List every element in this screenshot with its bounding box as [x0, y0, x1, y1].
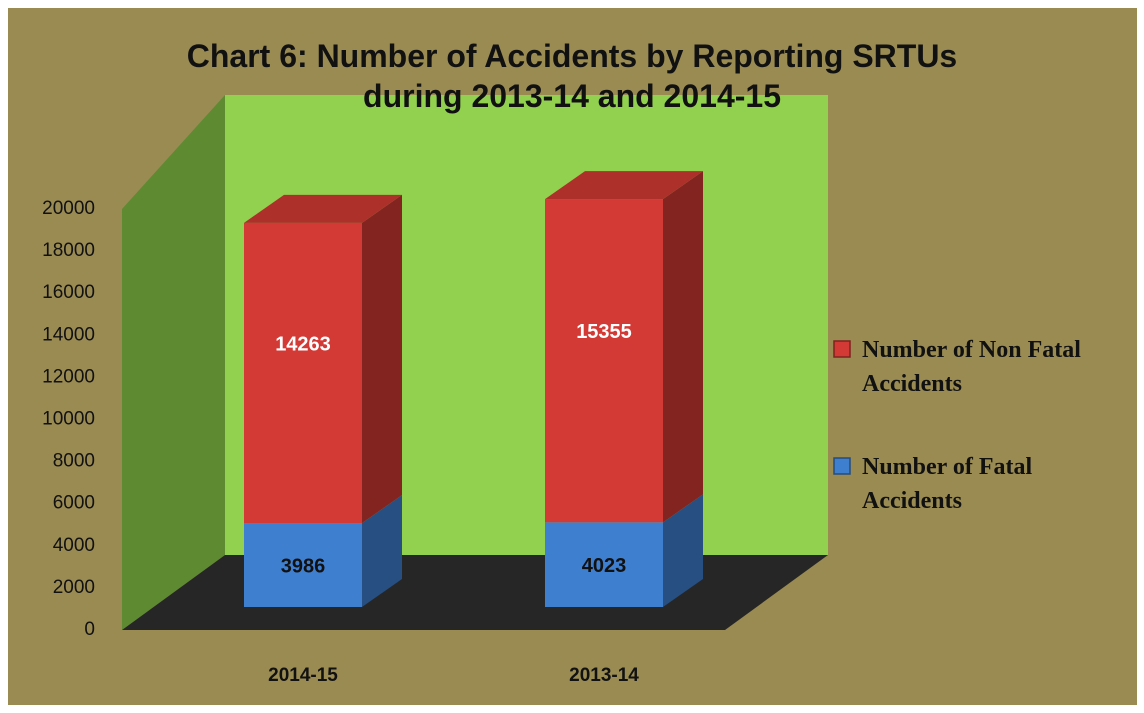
chart-title: Chart 6: Number of Accidents by Reportin… [186, 38, 958, 114]
data-label: 4023 [582, 555, 627, 577]
bar-side [663, 494, 703, 607]
bar-side [362, 194, 402, 524]
y-tick-label: 18000 [42, 240, 95, 261]
side-wall [122, 95, 225, 630]
data-label: 15355 [576, 321, 632, 343]
y-tick-label: 10000 [42, 409, 95, 430]
y-tick-label: 2000 [53, 577, 95, 598]
legend-label: Number of Non Fatal Accidents [862, 337, 1081, 397]
bar-top [545, 171, 703, 200]
y-tick-label: 16000 [42, 282, 95, 303]
bar-side [663, 171, 703, 523]
y-tick-label: 12000 [42, 366, 95, 387]
bar [545, 522, 663, 607]
legend-label: Number of Fatal Accidents [862, 454, 1033, 514]
y-tick-label: 20000 [42, 198, 95, 219]
bar [244, 523, 362, 607]
x-tick-label: 2014-15 [268, 665, 338, 686]
data-label: 3986 [281, 555, 326, 577]
floor [122, 555, 828, 630]
x-tick-label: 2013-14 [569, 665, 639, 686]
y-tick-label: 4000 [53, 535, 95, 556]
legend-marker [833, 340, 851, 358]
y-tick-label: 0 [84, 619, 95, 640]
bar [545, 199, 663, 523]
bar [244, 222, 362, 524]
bar-side [362, 495, 402, 607]
y-tick-label: 8000 [53, 451, 95, 472]
y-tick-label: 14000 [42, 324, 95, 345]
bar-top [244, 194, 402, 223]
data-label: 14263 [275, 333, 331, 355]
legend-marker [833, 457, 851, 475]
y-tick-label: 6000 [53, 493, 95, 514]
